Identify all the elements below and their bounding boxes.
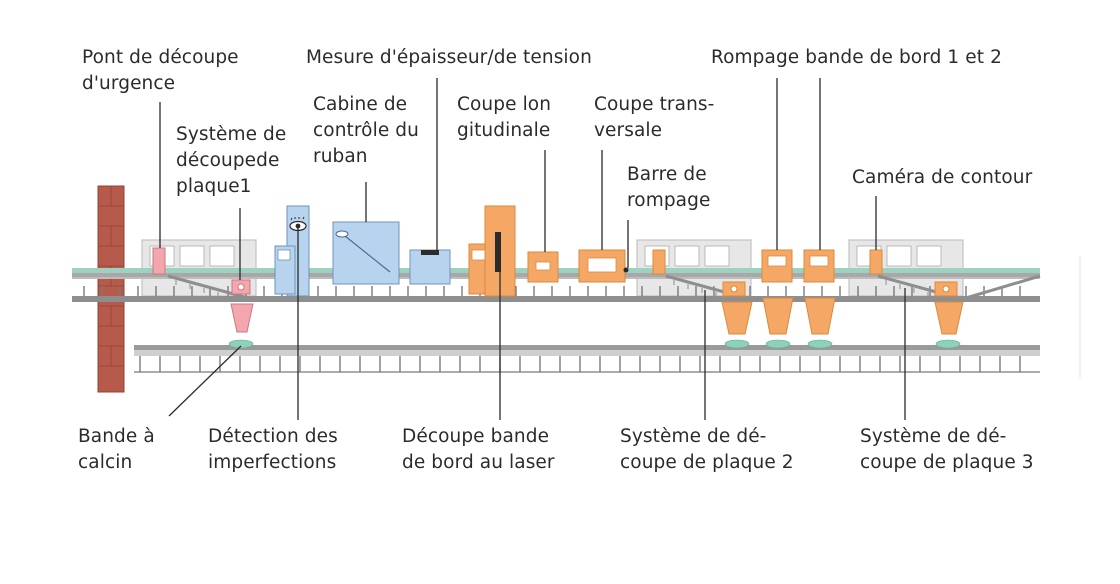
thickness-tension-gauge	[409, 249, 451, 285]
label-systeme-decoupe-plaque-2: Système de dé-coupe de plaque 2	[620, 426, 794, 473]
label-barre-de-rompage: Barre de rompage	[627, 164, 711, 211]
ribbon-inspection-cabin	[332, 221, 400, 285]
label-camera-de-contour: Caméra de contour	[852, 167, 1033, 188]
label-pont-de-decoupe: Pont de découpe d'urgence	[82, 47, 239, 94]
cross-cutter	[578, 249, 629, 283]
label-mesure-epaisseur: Mesure d'épaisseur/de tension	[306, 47, 592, 68]
inclined-conveyor-rollers	[175, 280, 929, 297]
label-cabine-de-controle: Cabine de contrôle du ruban	[313, 94, 419, 167]
cullet-piles	[228, 339, 961, 349]
imperfection-detection-tower	[274, 205, 310, 297]
label-systeme-decoupe-plaque-3: Système de dé-coupe de plaque 3	[860, 426, 1034, 473]
label-detection-des-imperfections: Détection des imperfections	[208, 426, 338, 473]
breakout-carriages	[722, 281, 958, 297]
plate-cutting-heads	[652, 249, 883, 275]
longitudinal-cutter	[527, 251, 559, 283]
emergency-cutting-bridge	[152, 247, 254, 333]
label-bande-a-calcin: Bande à calcin	[78, 426, 155, 473]
label-decoupe-bande-de-bord-laser: Découpe bande de bord au laser	[402, 426, 555, 473]
leader-lines	[159, 78, 906, 420]
cullet-conveyor	[134, 345, 1040, 373]
label-systeme-decoupe-plaque-1: Système de découpede plaque1	[176, 124, 287, 197]
laser-edge-trim-unit	[468, 205, 516, 297]
label-coupe-longitudinale: Coupe lon gitudinale	[457, 94, 552, 141]
label-rompage-bande-de-bord: Rompage bande de bord 1 et 2	[711, 47, 1002, 68]
label-coupe-transversale: Coupe trans-versale	[594, 94, 715, 141]
cullet-hoppers	[721, 297, 964, 335]
